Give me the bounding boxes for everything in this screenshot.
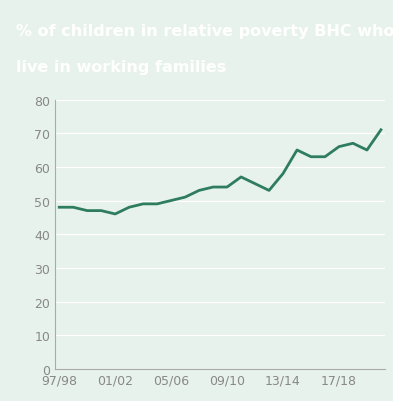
Text: % of children in relative poverty BHC who: % of children in relative poverty BHC wh… xyxy=(16,24,393,39)
Text: live in working families: live in working families xyxy=(16,60,226,75)
